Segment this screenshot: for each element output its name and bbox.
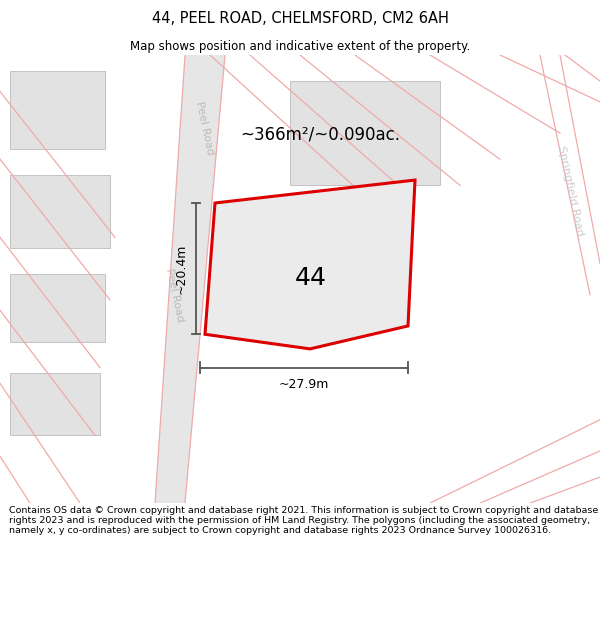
- Text: ~27.9m: ~27.9m: [279, 378, 329, 391]
- Text: Peel Road: Peel Road: [164, 267, 185, 322]
- Bar: [10, 373, 100, 436]
- Text: ~366m²/~0.090ac.: ~366m²/~0.090ac.: [240, 126, 400, 144]
- Text: 44, PEEL ROAD, CHELMSFORD, CM2 6AH: 44, PEEL ROAD, CHELMSFORD, CM2 6AH: [152, 11, 448, 26]
- Text: 44: 44: [295, 266, 326, 291]
- Text: Map shows position and indicative extent of the property.: Map shows position and indicative extent…: [130, 39, 470, 52]
- Bar: [10, 175, 110, 248]
- Bar: [10, 71, 105, 149]
- Polygon shape: [155, 55, 225, 503]
- Bar: [290, 81, 440, 185]
- Text: Springfield Road: Springfield Road: [556, 144, 584, 236]
- Polygon shape: [205, 180, 415, 349]
- Text: ~20.4m: ~20.4m: [175, 244, 188, 294]
- Text: Peel Road: Peel Road: [194, 100, 215, 156]
- Text: Contains OS data © Crown copyright and database right 2021. This information is : Contains OS data © Crown copyright and d…: [9, 506, 598, 536]
- Bar: [10, 274, 105, 342]
